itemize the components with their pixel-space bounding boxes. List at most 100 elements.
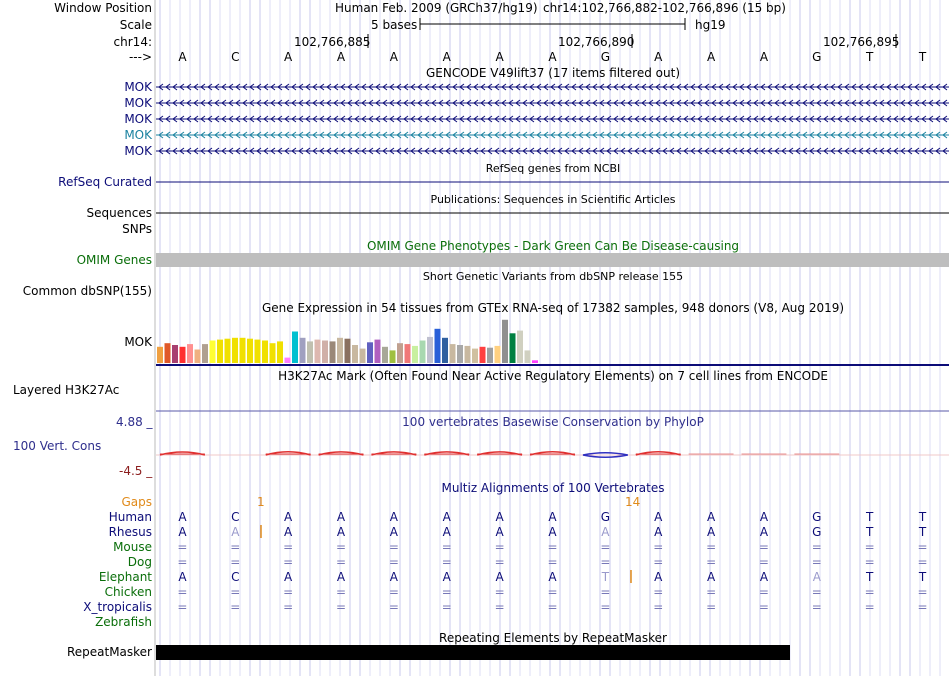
alignment-base-mouse: =: [864, 540, 875, 554]
alignment-base-chicken: =: [811, 585, 822, 599]
alignment-base-dog: =: [811, 555, 822, 569]
h3k27ac-label[interactable]: Layered H3K27Ac: [13, 383, 120, 397]
ruler-tick-1: 102,766,885: [294, 35, 371, 49]
species-label-dog[interactable]: Dog: [127, 555, 152, 569]
gap-count-1: 1: [257, 495, 265, 509]
gtex-bar: [532, 360, 538, 363]
gtex-bar: [397, 343, 403, 363]
snps-label[interactable]: SNPs: [122, 222, 152, 236]
alignment-base-x-tropicalis: =: [917, 600, 928, 614]
gtex-bar: [479, 346, 486, 363]
gtex-bar: [179, 346, 186, 363]
alignment-base-mouse: =: [494, 540, 505, 554]
alignment-base-mouse: =: [230, 540, 241, 554]
gaps-label: Gaps: [121, 495, 152, 509]
species-label-mouse[interactable]: Mouse: [113, 540, 152, 554]
alignment-base-dog: =: [177, 555, 188, 569]
gtex-bar: [419, 340, 426, 363]
alignment-base-rhesus: A: [231, 525, 240, 539]
alignment-base-chicken: =: [600, 585, 611, 599]
alignment-base-elephant: A: [336, 570, 346, 584]
gtex-bar: [202, 344, 208, 363]
gtex-bar: [262, 340, 268, 363]
alignment-base-x-tropicalis: =: [758, 600, 769, 614]
gene-label-mok-5[interactable]: MOK: [124, 144, 152, 158]
alignment-base-x-tropicalis: =: [177, 600, 188, 614]
alignment-base-human: A: [442, 510, 451, 524]
sequence-base: G: [600, 50, 611, 64]
alignment-base-x-tropicalis: =: [494, 600, 505, 614]
strand-arrows: [158, 83, 948, 91]
alignment-base-dog: =: [494, 555, 505, 569]
omim-bar: [156, 253, 949, 267]
strand-arrows: [158, 99, 948, 107]
alignment-base-human: A: [495, 510, 504, 524]
gene-label-mok-3[interactable]: MOK: [124, 112, 152, 126]
dbsnp-label[interactable]: Common dbSNP(155): [22, 284, 152, 298]
alignment-base-dog: =: [706, 555, 717, 569]
gtex-bar: [194, 349, 201, 363]
gene-label-mok-1[interactable]: MOK: [124, 80, 152, 94]
alignment-base-x-tropicalis: =: [283, 600, 294, 614]
phylop-label[interactable]: 100 Vert. Cons: [13, 439, 102, 453]
species-label-x-tropicalis[interactable]: X_tropicalis: [83, 600, 152, 614]
publications-title: Publications: Sequences in Scientific Ar…: [430, 193, 676, 206]
gtex-bar: [269, 343, 276, 363]
gtex-bar: [464, 345, 471, 363]
species-label-rhesus[interactable]: Rhesus: [108, 525, 152, 539]
alignment-base-human: A: [336, 510, 346, 524]
species-label-chicken[interactable]: Chicken: [104, 585, 152, 599]
gtex-label[interactable]: MOK: [124, 335, 152, 349]
alignment-base-dog: =: [600, 555, 611, 569]
alignment-base-human: T: [866, 510, 874, 524]
species-label-zebrafish[interactable]: Zebrafish: [95, 615, 152, 629]
alignment-base-dog: =: [283, 555, 294, 569]
gtex-bar: [404, 344, 411, 363]
alignment-base-dog: =: [441, 555, 452, 569]
alignment-base-mouse: =: [177, 540, 188, 554]
phylop-min-label: -4.5 _: [119, 464, 153, 478]
sequence-base: A: [548, 50, 557, 64]
phylop-max-label: 4.88 _: [116, 415, 153, 429]
alignment-base-chicken: =: [706, 585, 717, 599]
species-label-elephant[interactable]: Elephant: [98, 570, 152, 584]
alignment-base-rhesus: A: [389, 525, 398, 539]
phylop-mark: [582, 452, 628, 458]
strand-arrows: [158, 115, 948, 123]
alignment-base-dog: =: [864, 555, 875, 569]
alignment-base-dog: =: [917, 555, 928, 569]
alignment-base-chicken: =: [336, 585, 347, 599]
repeatmasker-label[interactable]: RepeatMasker: [66, 645, 152, 659]
h3k27ac-title: H3K27Ac Mark (Often Found Near Active Re…: [278, 369, 828, 383]
alignment-base-mouse: =: [811, 540, 822, 554]
omim-label[interactable]: OMIM Genes: [76, 253, 152, 267]
alignment-base-elephant: A: [284, 570, 293, 584]
publications-label[interactable]: Sequences: [86, 206, 152, 220]
sequence-base: A: [389, 50, 398, 64]
alignment-base-rhesus: A: [442, 525, 451, 539]
gtex-bar: [187, 344, 193, 363]
gtex-bar: [472, 348, 478, 363]
position-readout: chr14:102,766,882-102,766,896 (15 bp): [543, 1, 786, 15]
gtex-bar: [247, 338, 253, 363]
gtex-bar: [487, 347, 493, 363]
repeatmasker-title: Repeating Elements by RepeatMasker: [439, 631, 667, 645]
alignment-base-elephant: A: [495, 570, 504, 584]
alignment-base-human: G: [600, 510, 611, 524]
alignment-base-x-tropicalis: =: [600, 600, 611, 614]
refseq-label[interactable]: RefSeq Curated: [58, 175, 152, 189]
species-label-human[interactable]: Human: [108, 510, 152, 524]
alignment-base-mouse: =: [653, 540, 664, 554]
gtex-bar: [517, 330, 523, 363]
alignment-base-human: A: [284, 510, 293, 524]
gene-label-mok-2[interactable]: MOK: [124, 96, 152, 110]
alignment-base-elephant: A: [759, 570, 769, 584]
gtex-bar: [157, 346, 163, 363]
gtex-bar: [374, 339, 381, 363]
gene-label-mok-4[interactable]: MOK: [124, 128, 152, 142]
alignment-base-mouse: =: [600, 540, 611, 554]
sequence-base: A: [759, 50, 769, 64]
sequence-base: C: [231, 50, 240, 64]
omim-title: OMIM Gene Phenotypes - Dark Green Can Be…: [366, 239, 740, 253]
